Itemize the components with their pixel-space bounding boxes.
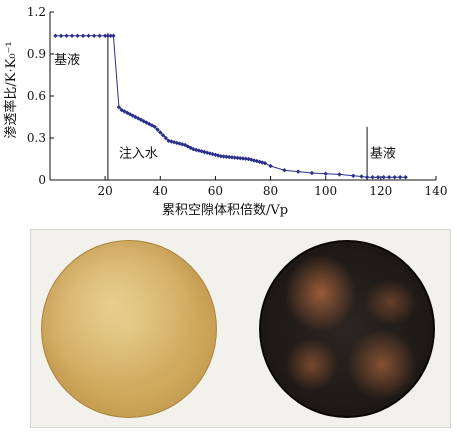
y-tick-label: 0.3	[27, 131, 46, 145]
data-point	[155, 127, 160, 132]
sample-after	[259, 240, 435, 418]
data-point	[202, 149, 207, 155]
x-tick-label: 100	[314, 184, 337, 198]
y-tick-label: 0	[38, 173, 46, 187]
data-point	[141, 119, 146, 124]
x-tick-label: 80	[263, 184, 278, 198]
sample-before	[41, 240, 217, 418]
x-tick-label: 20	[98, 184, 113, 198]
data-point	[80, 33, 86, 38]
y-tick-label: 1.2	[27, 5, 46, 19]
ticks: 20 40 60 80 100 120 140 0 0.3 0.6 0.9 1.2	[27, 5, 448, 198]
data-point	[243, 156, 248, 161]
data-point	[218, 154, 224, 159]
data-point	[130, 113, 135, 118]
data-point	[97, 33, 102, 38]
data-point	[227, 154, 232, 160]
data-point	[147, 121, 152, 127]
data-point	[116, 105, 122, 110]
data-point	[58, 33, 64, 38]
x-axis-label: 累积空隙体积倍数/Vp	[162, 203, 288, 218]
x-tick-label: 140	[425, 184, 448, 198]
data-point	[163, 135, 168, 141]
data-point	[144, 120, 149, 125]
data-point	[127, 112, 133, 117]
data-point	[158, 130, 163, 135]
data-point	[397, 175, 403, 180]
data-point	[359, 174, 364, 179]
series	[53, 33, 408, 180]
data-point	[295, 169, 301, 174]
data-point	[375, 175, 381, 180]
y-axis-label: 渗透率比/K·K₀⁻¹	[3, 41, 19, 138]
data-point	[229, 155, 235, 160]
data-point	[392, 175, 397, 180]
data-point	[111, 33, 116, 38]
data-point	[403, 175, 408, 180]
data-point	[122, 109, 127, 114]
data-point	[152, 124, 157, 129]
data-point	[86, 33, 91, 38]
y-tick-label: 0.6	[27, 89, 46, 103]
data-point	[262, 161, 268, 166]
data-point	[108, 33, 113, 38]
data-point	[238, 155, 243, 161]
data-point	[370, 175, 375, 180]
data-point	[309, 170, 315, 176]
data-point	[381, 175, 386, 180]
data-point	[185, 144, 191, 149]
y-tick-label: 0.9	[27, 47, 46, 61]
data-point	[221, 154, 226, 159]
sample-photos	[30, 229, 451, 428]
annotation: 基液	[54, 53, 80, 68]
data-point	[193, 147, 199, 153]
data-point	[149, 123, 155, 128]
data-point	[364, 175, 370, 180]
data-point	[64, 33, 69, 38]
data-point	[232, 155, 237, 160]
data-point	[240, 156, 246, 161]
data-point	[282, 168, 287, 173]
annotation: 基液	[370, 147, 396, 162]
data-point	[105, 33, 111, 38]
data-point	[260, 160, 265, 165]
data-point	[351, 173, 356, 178]
data-point	[386, 175, 392, 180]
x-tick-label: 40	[153, 184, 168, 198]
data-point	[235, 155, 240, 161]
data-point	[246, 156, 251, 162]
data-point	[138, 117, 144, 122]
data-point	[53, 33, 58, 38]
annotation: 注入水	[119, 147, 158, 162]
data-point	[268, 163, 273, 169]
x-tick-label: 60	[208, 184, 223, 198]
data-point	[337, 172, 342, 177]
data-point	[160, 133, 166, 138]
data-point	[91, 33, 97, 38]
data-point	[75, 33, 80, 38]
reference-lines	[107, 33, 368, 180]
data-point	[323, 171, 328, 176]
data-point	[224, 154, 229, 159]
data-point	[69, 33, 75, 38]
x-tick-label: 120	[369, 184, 392, 198]
data-point	[102, 33, 108, 38]
